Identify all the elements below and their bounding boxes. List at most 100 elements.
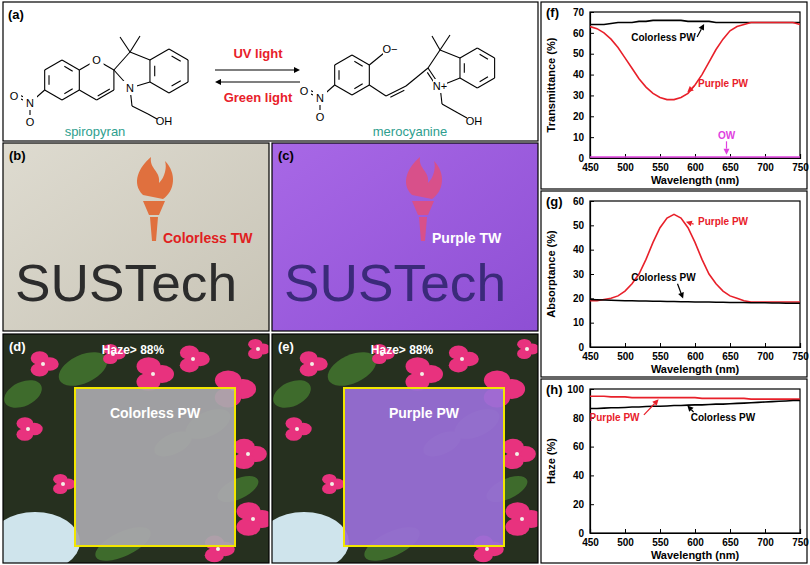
atom-bg xyxy=(313,110,327,124)
photo-background xyxy=(3,143,269,331)
panel-frame xyxy=(541,379,807,563)
atom-label: OH xyxy=(156,115,173,127)
atom-label: O xyxy=(300,85,309,97)
flower-center xyxy=(41,362,45,366)
ring-inner-bond xyxy=(354,84,362,89)
forward-arrow-head xyxy=(294,67,300,73)
y-axis-title: Absorptance (%) xyxy=(545,230,557,318)
y-tick-label: 50 xyxy=(573,220,585,231)
bond-double xyxy=(98,89,110,96)
flower-petal xyxy=(233,439,255,455)
flower-center xyxy=(485,547,489,551)
y-tick: 40 xyxy=(573,69,594,80)
y-tick: 60 xyxy=(573,28,594,39)
y-tick-label: 20 xyxy=(573,293,585,304)
panel-label: (e) xyxy=(278,339,294,354)
y-tick-label: 60 xyxy=(573,28,585,39)
flower-center xyxy=(420,372,424,376)
photo-panel: Colorless PWHaze> 88%(d) xyxy=(0,334,274,565)
y-tick-label: 20 xyxy=(573,499,585,510)
x-axis-title: Wavelength (nm) xyxy=(651,363,740,375)
bond xyxy=(440,50,460,58)
y-tick-label: 0 xyxy=(578,342,584,353)
ring-bond xyxy=(369,65,370,85)
flower-petal xyxy=(205,548,224,562)
photo-panel: SUSTechPurple TW(c) xyxy=(272,143,538,331)
photo-caption: Purple PW xyxy=(389,405,460,421)
flower-petal xyxy=(505,518,529,536)
y-tick-label: 40 xyxy=(573,69,585,80)
flower-center xyxy=(256,347,260,351)
atom-label: O− xyxy=(383,43,398,55)
bond xyxy=(130,36,140,52)
x-tick-label: 650 xyxy=(722,162,739,173)
molecule-0: ONNOOOHspiropyran xyxy=(7,53,172,139)
y-axis-title: Haze (%) xyxy=(545,438,557,484)
x-tick-label: 500 xyxy=(617,351,634,362)
bond xyxy=(130,52,150,60)
flower-petal xyxy=(180,346,199,360)
flower-petal xyxy=(53,483,67,494)
flower-petal xyxy=(322,474,336,485)
atom-label: N xyxy=(316,92,324,104)
annotation-arrow-head xyxy=(687,86,693,92)
flower-petal xyxy=(137,357,161,375)
ring-inner-bond xyxy=(354,61,362,66)
x-tick-label: 750 xyxy=(792,537,809,548)
series-annotation: OW xyxy=(718,130,736,141)
annotation-arrow xyxy=(697,24,704,37)
x-axis: 450500550600650700750 xyxy=(582,529,809,548)
logo-flame xyxy=(406,157,442,241)
flame xyxy=(137,157,173,199)
ring-bond xyxy=(45,60,62,70)
flower-petal xyxy=(17,417,34,430)
annotation-arrow-shaft xyxy=(692,223,694,225)
x-tick-label: 450 xyxy=(582,351,599,362)
bond-double xyxy=(390,90,404,97)
atom-label: O xyxy=(26,116,35,128)
series-annotations: Purple PWColorless PW xyxy=(631,216,748,298)
bright-spot xyxy=(3,512,80,563)
photo-caption: Colorless TW xyxy=(163,230,253,246)
y-tick: 60 xyxy=(573,441,594,452)
leaf xyxy=(272,375,315,414)
photo-background xyxy=(272,143,538,331)
series-annotations: Purple PWColorless PW xyxy=(589,399,755,422)
torch xyxy=(143,201,165,241)
series-annotation: Purple PW xyxy=(698,216,749,227)
panel-frame xyxy=(3,143,269,331)
atom-label: OH xyxy=(466,115,483,127)
panel-label: (h) xyxy=(546,382,563,397)
series-lines xyxy=(590,20,800,157)
ring-bond xyxy=(150,82,169,93)
y-tick: 40 xyxy=(573,244,594,255)
flower-petal xyxy=(53,474,67,485)
flower-petal xyxy=(517,348,531,359)
photo-caption: Purple TW xyxy=(432,230,502,246)
flower-center xyxy=(61,482,65,486)
atom-bg xyxy=(433,79,447,93)
y-tick-label: 30 xyxy=(573,269,585,280)
bond xyxy=(369,85,386,96)
bond xyxy=(120,37,130,52)
chart-panel: 4505005506006507007500102030405060Purple… xyxy=(541,191,809,377)
ring-bond xyxy=(335,55,352,65)
ring-bond xyxy=(44,70,45,90)
flower-center xyxy=(295,427,299,431)
atom-label: N xyxy=(126,82,134,94)
flower-petal xyxy=(180,358,199,372)
y-tick-label: 40 xyxy=(573,470,585,481)
panel-frame xyxy=(272,334,538,563)
ring-bond xyxy=(352,55,369,65)
flower-petal xyxy=(248,339,262,350)
x-tick: 500 xyxy=(617,343,634,362)
logo-text: SUSTech xyxy=(15,254,237,312)
background xyxy=(0,0,810,565)
x-axis-title: Wavelength (nm) xyxy=(651,174,740,186)
flower-center xyxy=(151,372,155,376)
x-tick-label: 500 xyxy=(617,162,634,173)
y-tick-label: 10 xyxy=(573,317,585,328)
atom-bg xyxy=(90,53,104,67)
flower-petal xyxy=(322,483,336,494)
flower-petal xyxy=(506,502,530,520)
